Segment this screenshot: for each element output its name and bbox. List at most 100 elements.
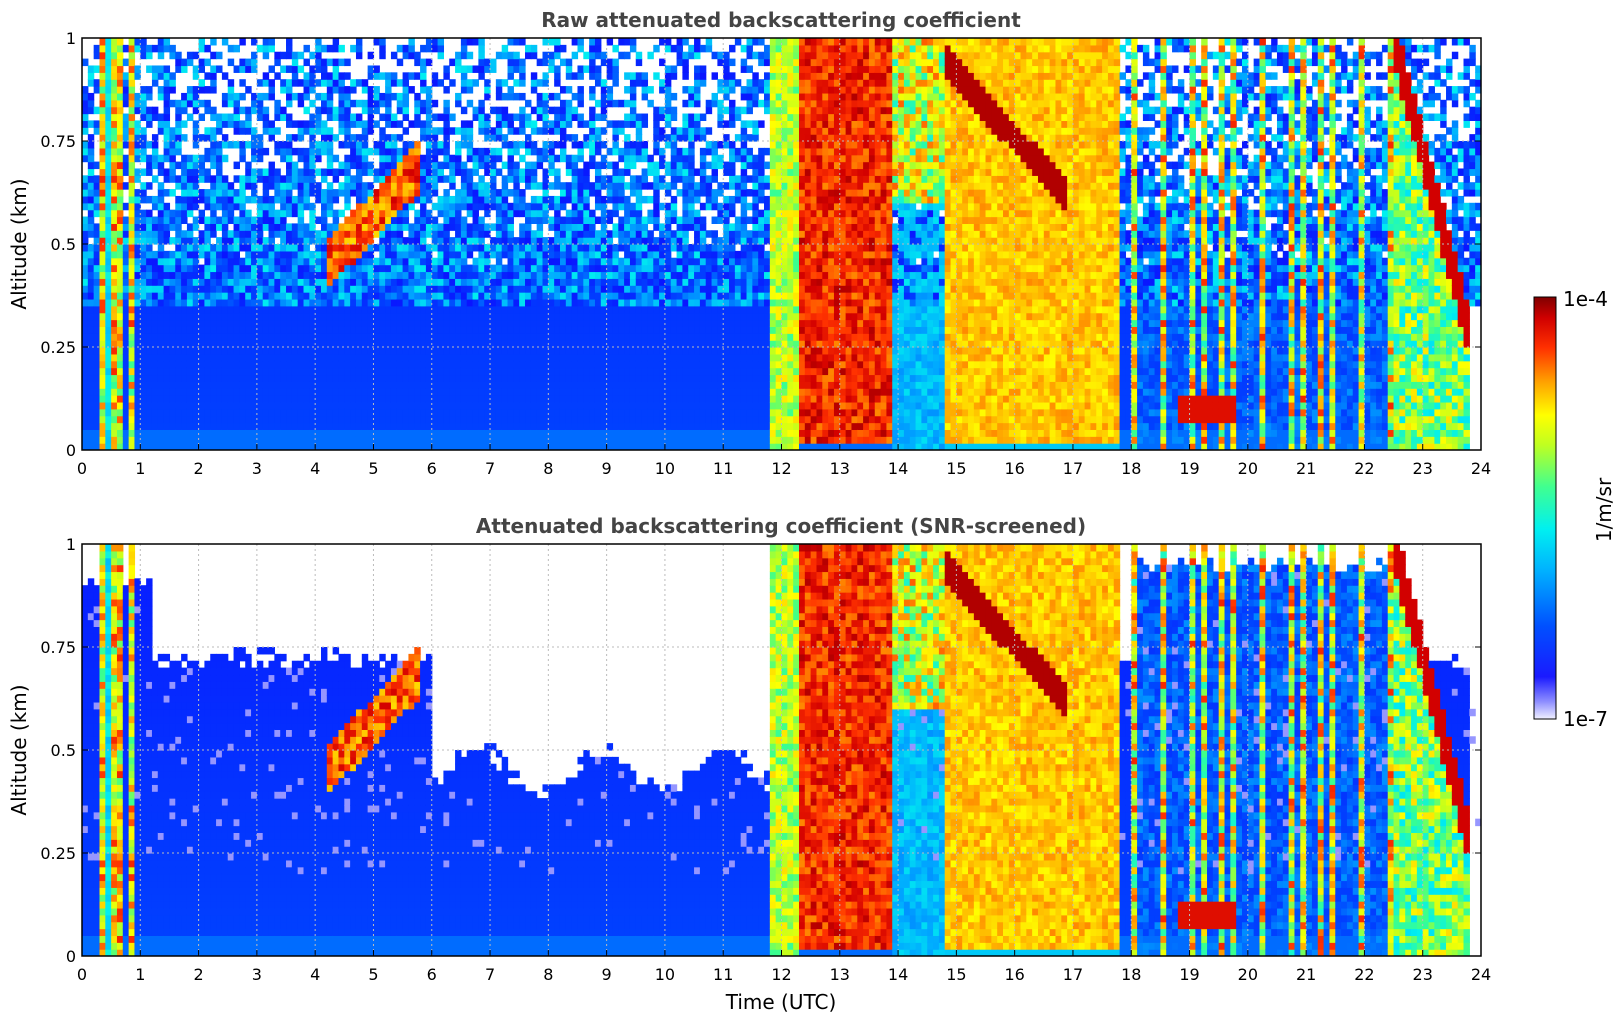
heatmap-cell <box>309 175 316 183</box>
heatmap-cell <box>332 38 340 46</box>
heatmap-cell <box>612 285 619 293</box>
heatmap-cell <box>175 264 182 273</box>
heatmap-cell <box>122 374 130 382</box>
heatmap-cell <box>519 422 526 430</box>
heatmap-cell <box>385 271 392 279</box>
heatmap-cell <box>495 106 503 115</box>
heatmap-cell <box>309 161 316 170</box>
heatmap-cell <box>396 44 404 53</box>
heatmap-cell <box>554 285 561 293</box>
heatmap-cell <box>542 408 549 417</box>
heatmap-cell <box>163 381 171 389</box>
heatmap-cell <box>146 120 153 128</box>
heatmap-cell <box>134 154 141 163</box>
heatmap-cell <box>402 353 410 362</box>
heatmap-cell <box>396 312 404 321</box>
heatmap-cell <box>443 305 450 314</box>
heatmap-cell <box>93 436 101 444</box>
heatmap-cell <box>390 312 398 321</box>
heatmap-cell <box>507 312 514 321</box>
heatmap-cell <box>268 340 275 348</box>
heatmap-cell <box>309 223 316 231</box>
heatmap-cell <box>169 422 176 430</box>
heatmap-cell <box>519 72 526 80</box>
heatmap-cell <box>163 216 171 224</box>
heatmap-cell <box>303 395 310 403</box>
heatmap-cell <box>385 278 392 286</box>
heatmap-cell <box>495 381 503 389</box>
heatmap-cell <box>326 134 334 142</box>
heatmap-cell <box>612 230 619 238</box>
heatmap-cell <box>338 127 345 135</box>
heatmap-cell <box>291 333 299 341</box>
heatmap-cell <box>449 395 456 403</box>
heatmap-cell <box>286 401 293 410</box>
heatmap-cell <box>321 395 328 403</box>
heatmap-cell <box>297 264 305 273</box>
heatmap-cell <box>420 367 427 376</box>
heatmap-cell <box>315 79 322 87</box>
heatmap-cell <box>309 72 316 80</box>
heatmap-cell <box>344 388 351 396</box>
heatmap-cell <box>163 175 171 183</box>
heatmap-cell <box>647 99 654 108</box>
heatmap-cell <box>606 175 614 183</box>
heatmap-cell <box>501 285 509 293</box>
heatmap-cell <box>373 86 380 94</box>
heatmap-cell <box>437 195 445 204</box>
heatmap-cell <box>425 106 433 115</box>
heatmap-cell <box>321 353 328 362</box>
heatmap-cell <box>111 168 118 176</box>
heatmap-cell <box>367 340 375 348</box>
heatmap-cell <box>618 216 625 224</box>
heatmap-cell <box>140 429 147 437</box>
heatmap-cell <box>513 429 520 437</box>
heatmap-cell <box>221 175 229 183</box>
heatmap-cell <box>361 127 369 135</box>
heatmap-cell <box>344 312 351 321</box>
heatmap-cell <box>618 429 625 437</box>
heatmap-cell <box>385 264 392 273</box>
heatmap-cell <box>455 237 462 245</box>
heatmap-cell <box>583 305 590 314</box>
heatmap-cell <box>204 353 211 362</box>
heatmap-cell <box>157 326 165 334</box>
heatmap-cell <box>624 333 631 341</box>
heatmap-cell <box>559 401 567 410</box>
heatmap-cell <box>315 65 322 73</box>
heatmap-cell <box>396 360 404 369</box>
heatmap-cell <box>647 271 654 279</box>
heatmap-cell <box>495 223 503 231</box>
heatmap-cell <box>245 237 252 245</box>
heatmap-cell <box>216 182 223 190</box>
heatmap-cell <box>186 189 194 197</box>
heatmap-cell <box>565 195 573 204</box>
heatmap-cell <box>309 312 316 321</box>
heatmap-cell <box>530 305 538 314</box>
heatmap-cell <box>431 395 439 403</box>
heatmap-cell <box>536 388 544 396</box>
heatmap-cell <box>455 189 462 197</box>
heatmap-cell <box>472 230 479 238</box>
heatmap-cell <box>390 360 398 369</box>
heatmap-cell <box>460 360 468 369</box>
heatmap-cell <box>268 367 275 376</box>
heatmap-cell <box>629 388 637 396</box>
heatmap-cell <box>460 65 468 73</box>
heatmap-cell <box>268 298 275 307</box>
heatmap-cell <box>460 319 468 327</box>
heatmap-cell <box>554 202 561 211</box>
heatmap-cell <box>169 264 176 273</box>
heatmap-cell <box>589 360 596 369</box>
heatmap-cell <box>274 257 281 266</box>
heatmap-cell <box>157 120 165 128</box>
heatmap-cell <box>163 347 171 355</box>
heatmap-cell <box>437 319 445 327</box>
heatmap-cell <box>239 278 246 286</box>
heatmap-cell <box>443 216 450 224</box>
heatmap-cell <box>93 443 101 450</box>
heatmap-cell <box>641 86 649 94</box>
heatmap-cell <box>315 408 322 417</box>
heatmap-cell <box>460 443 468 450</box>
heatmap-cell <box>594 79 602 87</box>
